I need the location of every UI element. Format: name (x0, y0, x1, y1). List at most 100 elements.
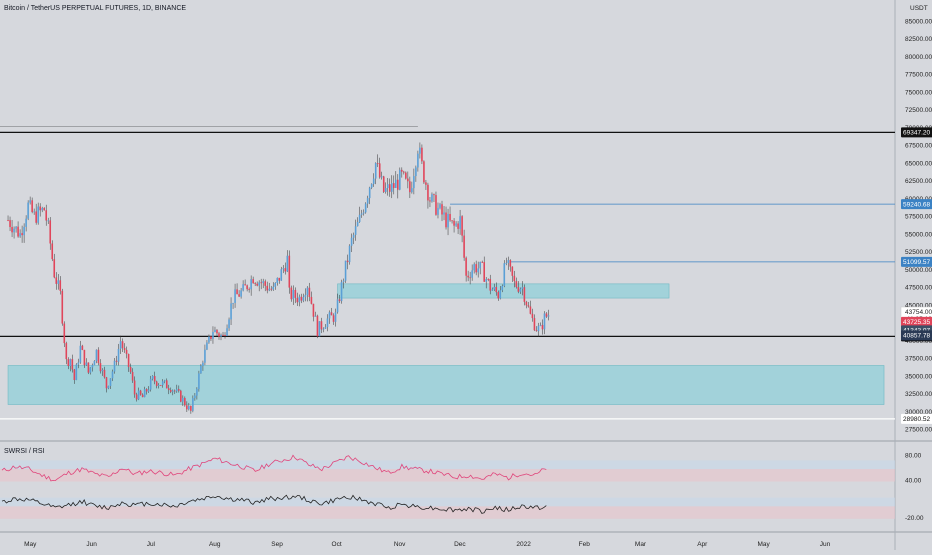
candle-body (320, 321, 323, 330)
candle-body (457, 223, 459, 229)
candle-body (364, 203, 367, 213)
candle-body (519, 288, 522, 292)
candle-body (79, 345, 82, 363)
candle-body (531, 313, 534, 319)
x-tick-label: Jun (820, 541, 831, 548)
candle-body (49, 220, 52, 244)
candle-body (228, 319, 230, 329)
candle-body (123, 348, 126, 350)
candle-body (427, 184, 429, 201)
candle-body (449, 213, 451, 221)
x-tick-label: 2022 (516, 541, 531, 548)
candle-body (445, 212, 447, 228)
x-tick-label: May (757, 541, 770, 548)
candle-body (481, 261, 483, 263)
candle-body (216, 329, 218, 334)
candle-body (266, 285, 269, 291)
candle-body (334, 312, 337, 322)
candle-body (368, 187, 371, 199)
candle-body (137, 390, 140, 400)
candle-body (487, 279, 490, 280)
candle-body (35, 211, 37, 223)
candle-body (157, 385, 160, 386)
candle-body (93, 360, 96, 366)
candle-body (356, 221, 359, 227)
x-tick-label: Dec (454, 541, 466, 548)
candle-body (252, 279, 254, 284)
candle-body (529, 306, 532, 314)
candle-body (322, 328, 325, 330)
candle-body (256, 283, 258, 286)
candle-body (298, 296, 301, 303)
candle-body (95, 349, 98, 361)
x-tick-label: Feb (579, 541, 591, 548)
candle-body (306, 287, 309, 295)
candle-body (282, 268, 285, 270)
candle-body (392, 183, 395, 188)
candle-body (401, 169, 403, 172)
candle-body (268, 288, 271, 291)
candle-body (188, 405, 190, 410)
candle-body (545, 313, 548, 317)
candle-body (461, 216, 463, 236)
candle-body (411, 188, 413, 193)
candle-body (360, 213, 363, 215)
candle-body (513, 275, 516, 282)
candle-body (186, 405, 188, 410)
candle-body (224, 335, 226, 336)
candle-body (535, 330, 538, 332)
candle-body (87, 362, 90, 373)
indicator-line-1 (1, 494, 547, 514)
level-label-0: 69347.20 (903, 130, 930, 137)
candle-body (455, 223, 457, 226)
candle-body (352, 234, 355, 238)
candle-body (47, 220, 50, 222)
candle-body (149, 378, 152, 390)
candle-body (147, 389, 150, 392)
level-label-1-bg (901, 199, 932, 210)
candle-body (537, 325, 540, 332)
candle-body (328, 312, 331, 319)
candle-body (447, 213, 449, 228)
x-tick-label: Jun (86, 541, 97, 548)
rsi-band (0, 460, 895, 470)
candle-body (9, 220, 11, 227)
candle-body (511, 266, 514, 276)
candle-body (499, 290, 502, 299)
candle-body (505, 262, 508, 264)
level-label-4: 28980.52 (903, 416, 930, 423)
candle-body (15, 226, 17, 229)
candle-body (405, 172, 407, 179)
candle-body (89, 367, 92, 373)
candle-body (232, 302, 234, 304)
candle-body (503, 263, 506, 286)
candle-body (250, 279, 252, 290)
y-tick-label: 55000.00 (905, 231, 932, 238)
currency-label: USDT (910, 5, 928, 12)
candle-body (165, 380, 168, 389)
candle-body (459, 216, 461, 229)
x-tick-label: Apr (697, 541, 708, 548)
candle-body (17, 226, 19, 237)
x-tick-label: Oct (332, 541, 342, 548)
candle-body (292, 289, 295, 300)
candle-body (85, 362, 88, 366)
candle-body (29, 200, 31, 203)
candle-body (159, 385, 162, 386)
candle-body (248, 289, 250, 290)
level-label-2: 51099.57 (903, 259, 930, 266)
candle-body (340, 282, 343, 302)
rsi-band (0, 506, 895, 519)
candle-body (176, 389, 178, 392)
candle-body (469, 277, 471, 279)
candle-body (483, 262, 486, 282)
candle-body (304, 294, 307, 298)
candle-body (23, 226, 25, 236)
candle-body (145, 389, 148, 392)
candle-body (409, 181, 411, 193)
candle-body (521, 287, 524, 289)
current-price-label: 43754.00 (905, 309, 932, 316)
y-tick-label: 82500.00 (905, 36, 932, 43)
